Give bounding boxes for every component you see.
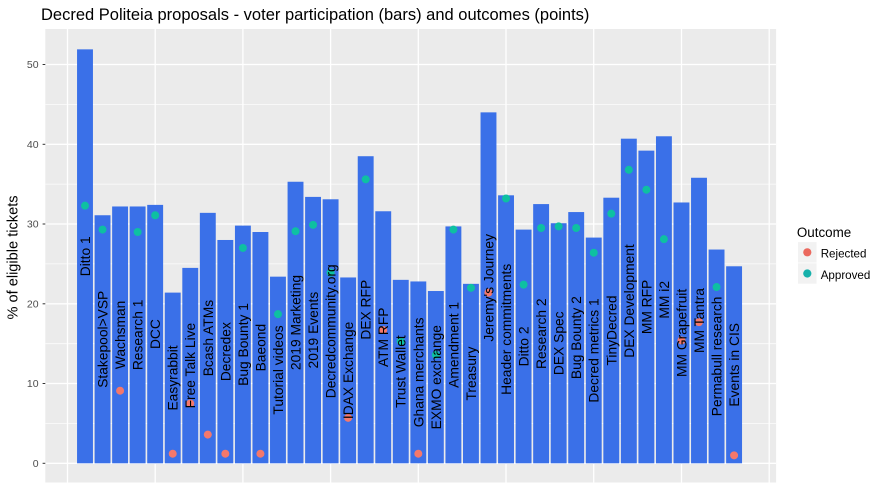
svg-text:Decred metrics 1: Decred metrics 1 xyxy=(587,298,602,402)
svg-text:EXMO exchange: EXMO exchange xyxy=(429,325,444,430)
svg-text:Wachsman: Wachsman xyxy=(113,301,128,370)
svg-text:Ditto 2: Ditto 2 xyxy=(517,327,532,367)
svg-text:Free Talk Live: Free Talk Live xyxy=(183,322,198,408)
svg-text:DEX Spec: DEX Spec xyxy=(552,311,567,375)
svg-text:DEX Development: DEX Development xyxy=(622,244,637,358)
svg-text:Header commitments: Header commitments xyxy=(499,264,514,395)
svg-text:Baeond: Baeond xyxy=(253,324,268,372)
svg-text:Treasury: Treasury xyxy=(464,347,479,401)
svg-text:MM RFP: MM RFP xyxy=(639,280,654,334)
svg-text:2019 Marketing: 2019 Marketing xyxy=(288,275,303,370)
svg-text:10: 10 xyxy=(27,378,39,390)
svg-text:Events in CIS: Events in CIS xyxy=(727,323,742,407)
svg-text:Tutorial videos: Tutorial videos xyxy=(271,325,286,414)
svg-text:ATM RFP: ATM RFP xyxy=(376,308,391,368)
svg-text:Ghana merchants: Ghana merchants xyxy=(411,317,426,427)
svg-text:Easyrabbit: Easyrabbit xyxy=(166,345,181,410)
svg-text:Research 2: Research 2 xyxy=(534,298,549,369)
svg-text:Outcome: Outcome xyxy=(797,225,851,240)
svg-text:DEX RFP: DEX RFP xyxy=(359,280,374,340)
svg-text:MM Tantra: MM Tantra xyxy=(692,288,707,353)
svg-text:Bcash ATMs: Bcash ATMs xyxy=(201,300,216,377)
svg-text:Bug Bounty 2: Bug Bounty 2 xyxy=(569,296,584,379)
svg-text:TinyDecred: TinyDecred xyxy=(604,295,619,365)
svg-text:Ditto 1: Ditto 1 xyxy=(78,236,93,276)
svg-text:Rejected: Rejected xyxy=(821,247,867,260)
svg-text:50: 50 xyxy=(27,59,39,71)
svg-text:MM Grapefruit: MM Grapefruit xyxy=(674,289,689,377)
svg-text:40: 40 xyxy=(27,139,39,151)
svg-text:Amendment 1: Amendment 1 xyxy=(446,302,461,388)
svg-text:Decred Politeia proposals - vo: Decred Politeia proposals - voter partic… xyxy=(41,6,589,24)
svg-text:% of eligible tickets: % of eligible tickets xyxy=(5,195,21,319)
svg-text:Trust Wallet: Trust Wallet xyxy=(394,335,409,408)
svg-text:20: 20 xyxy=(27,298,39,310)
svg-text:Jeremy's Journey: Jeremy's Journey xyxy=(481,234,496,342)
svg-text:30: 30 xyxy=(27,219,39,231)
svg-text:Research 1: Research 1 xyxy=(131,300,146,371)
svg-text:Bug Bounty 1: Bug Bounty 1 xyxy=(236,303,251,386)
svg-text:0: 0 xyxy=(33,458,39,470)
svg-text:2019 Events: 2019 Events xyxy=(306,292,321,369)
svg-text:IDAX Exchange: IDAX Exchange xyxy=(341,321,356,419)
svg-text:Decredcommunity.org: Decredcommunity.org xyxy=(324,264,339,398)
svg-text:Approved: Approved xyxy=(821,269,871,282)
svg-text:Stakepool>VSP: Stakepool>VSP xyxy=(96,291,111,388)
svg-text:DCC: DCC xyxy=(148,319,163,349)
svg-text:MM i2: MM i2 xyxy=(657,281,672,319)
svg-text:Permabull research: Permabull research xyxy=(710,297,725,417)
svg-text:Decredex: Decredex xyxy=(218,322,233,381)
